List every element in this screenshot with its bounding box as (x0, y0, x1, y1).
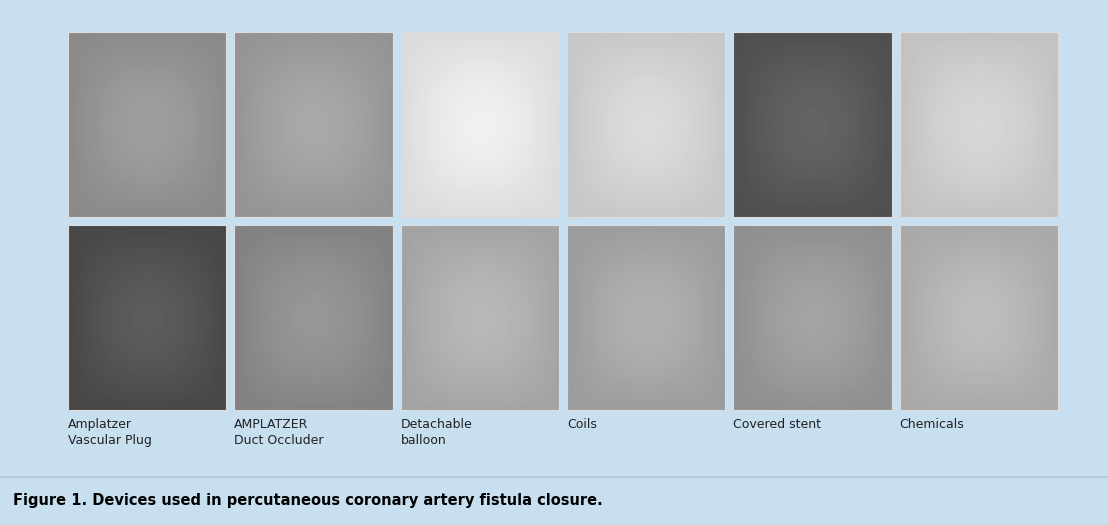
Text: Chemicals: Chemicals (900, 418, 964, 431)
Text: Detachable
balloon: Detachable balloon (401, 418, 472, 447)
Text: Figure 1. Devices used in percutaneous coronary artery fistula closure.: Figure 1. Devices used in percutaneous c… (13, 493, 603, 508)
Text: Coils: Coils (567, 418, 597, 431)
Text: Covered stent: Covered stent (733, 418, 821, 431)
Text: AMPLATZER
Duct Occluder: AMPLATZER Duct Occluder (234, 418, 324, 447)
Text: Amplatzer
Vascular Plug: Amplatzer Vascular Plug (68, 418, 152, 447)
